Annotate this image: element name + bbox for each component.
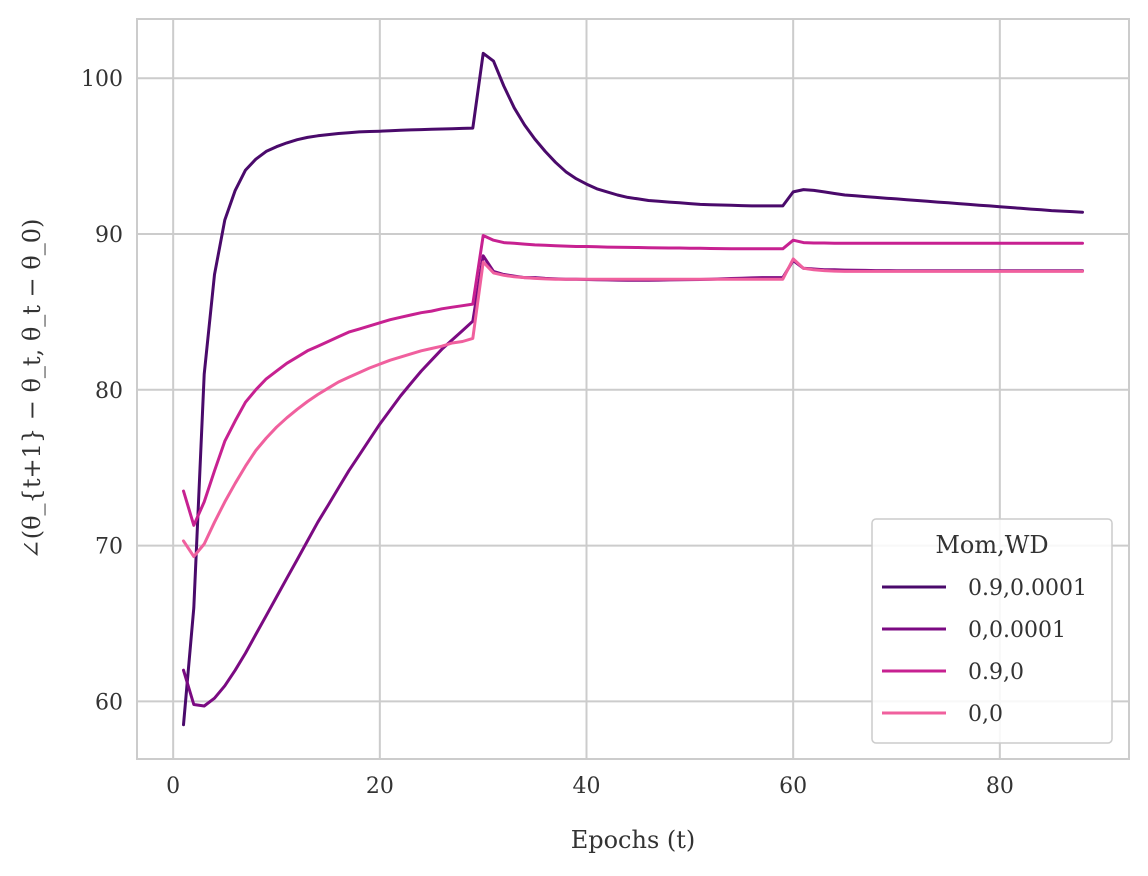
legend-label: 0.9,0 bbox=[968, 660, 1024, 685]
legend-title: Mom,WD bbox=[935, 531, 1048, 559]
series-line-1 bbox=[182, 51, 1084, 727]
grid bbox=[137, 19, 1129, 759]
y-tick-label: 70 bbox=[95, 535, 123, 560]
x-tick-label: 40 bbox=[573, 774, 601, 799]
legend-items: 0.9,0.0001 0,0.0001 0.9,0 0,0 bbox=[882, 576, 1087, 727]
tick-labels: 0 20 40 60 80 60 70 80 90 100 bbox=[81, 67, 1014, 799]
x-tick-label: 60 bbox=[779, 774, 807, 799]
legend-box bbox=[871, 518, 1113, 744]
y-axis-label: ∠(θ_{t+1} − θ_t, θ_t − θ_0) bbox=[18, 219, 46, 560]
x-tick-label: 80 bbox=[986, 774, 1014, 799]
x-axis-label: Epochs (t) bbox=[571, 826, 696, 854]
y-tick-label: 100 bbox=[81, 67, 123, 92]
y-tick-label: 60 bbox=[95, 690, 123, 715]
series-line-4 bbox=[182, 257, 1084, 558]
x-tick-label: 20 bbox=[366, 774, 394, 799]
x-tick-label: 0 bbox=[166, 774, 180, 799]
legend-label: 0,0 bbox=[968, 702, 1003, 727]
series-layer bbox=[182, 51, 1084, 727]
legend-label: 0,0.0001 bbox=[968, 618, 1066, 643]
legend-label: 0.9,0.0001 bbox=[968, 576, 1087, 601]
y-tick-label: 80 bbox=[95, 379, 123, 404]
series-line-3 bbox=[182, 234, 1084, 527]
y-tick-label: 90 bbox=[95, 223, 123, 248]
legend: Mom,WD 0.9,0.0001 0,0.0001 0.9,0 0,0 bbox=[871, 518, 1113, 744]
plot-frame bbox=[136, 18, 1130, 760]
